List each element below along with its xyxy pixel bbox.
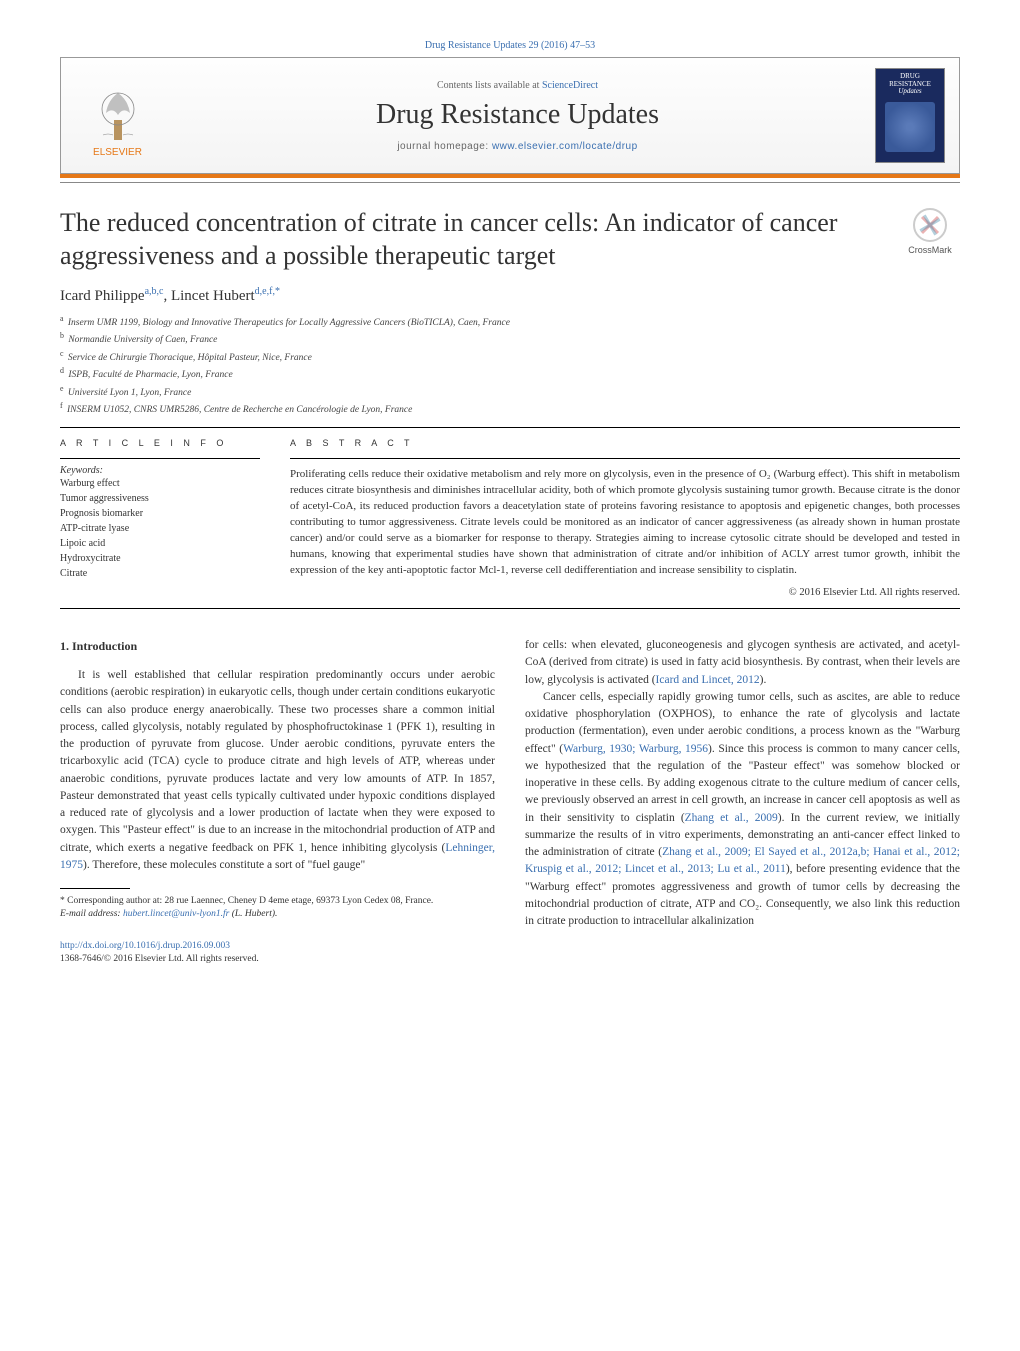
orange-divider bbox=[60, 174, 960, 178]
intro-paragraph-1-cont: for cells: when elevated, gluconeogenesi… bbox=[525, 637, 960, 689]
elsevier-logo: ELSEVIER bbox=[75, 73, 160, 158]
crossmark-icon bbox=[912, 207, 948, 243]
thin-divider bbox=[60, 182, 960, 183]
keyword: ATP-citrate lyase bbox=[60, 521, 260, 536]
affiliation: f INSERM U1052, CNRS UMR5286, Centre de … bbox=[60, 400, 960, 417]
keywords-label: Keywords: bbox=[60, 465, 260, 476]
corresponding-author-footnote: * Corresponding author at: 28 rue Laenne… bbox=[60, 895, 495, 908]
journal-cover: DRUG RESISTANCE Updates bbox=[875, 68, 945, 163]
journal-title: Drug Resistance Updates bbox=[160, 99, 875, 131]
article-title: The reduced concentration of citrate in … bbox=[60, 207, 900, 272]
tree-icon bbox=[88, 85, 148, 145]
affiliation: c Service de Chirurgie Thoracique, Hôpit… bbox=[60, 348, 960, 365]
sciencedirect-link[interactable]: ScienceDirect bbox=[542, 80, 598, 91]
article-info: a r t i c l e i n f o Keywords: Warburg … bbox=[60, 438, 260, 598]
affiliation: b Normandie University of Caen, France bbox=[60, 330, 960, 347]
copyright: © 2016 Elsevier Ltd. All rights reserved… bbox=[290, 587, 960, 598]
affiliation: e Université Lyon 1, Lyon, France bbox=[60, 383, 960, 400]
contents-available: Contents lists available at ScienceDirec… bbox=[160, 80, 875, 91]
keywords-list: Warburg effectTumor aggressivenessProgno… bbox=[60, 476, 260, 581]
doi-block: http://dx.doi.org/10.1016/j.drup.2016.09… bbox=[60, 940, 495, 967]
keyword: Citrate bbox=[60, 566, 260, 581]
email-link[interactable]: hubert.lincet@univ-lyon1.fr bbox=[123, 909, 229, 919]
affiliations: a Inserm UMR 1199, Biology and Innovativ… bbox=[60, 313, 960, 417]
journal-homepage: journal homepage: www.elsevier.com/locat… bbox=[160, 141, 875, 152]
affiliation: a Inserm UMR 1199, Biology and Innovativ… bbox=[60, 313, 960, 330]
cover-image-icon bbox=[885, 102, 935, 152]
keyword: Prognosis biomarker bbox=[60, 506, 260, 521]
ref-zhang-2009[interactable]: Zhang et al., 2009 bbox=[685, 812, 778, 824]
abstract-heading: a b s t r a c t bbox=[290, 438, 960, 448]
right-column: for cells: when elevated, gluconeogenesi… bbox=[525, 637, 960, 966]
authors: Icard Philippea,b,c, Lincet Hubertd,e,f,… bbox=[60, 286, 960, 305]
abstract: a b s t r a c t Proliferating cells redu… bbox=[290, 438, 960, 598]
keyword: Hydroxycitrate bbox=[60, 551, 260, 566]
crossmark-badge[interactable]: CrossMark bbox=[900, 207, 960, 255]
ref-warburg[interactable]: Warburg, 1930; Warburg, 1956 bbox=[563, 743, 708, 755]
issn-copyright: 1368-7646/© 2016 Elsevier Ltd. All right… bbox=[60, 954, 259, 964]
left-column: 1. Introduction It is well established t… bbox=[60, 637, 495, 966]
intro-paragraph-2: Cancer cells, especially rapidly growing… bbox=[525, 689, 960, 931]
keyword: Lipoic acid bbox=[60, 536, 260, 551]
keyword: Warburg effect bbox=[60, 476, 260, 491]
section-heading: 1. Introduction bbox=[60, 637, 495, 655]
keyword: Tumor aggressiveness bbox=[60, 491, 260, 506]
ref-icard-lincet[interactable]: Icard and Lincet, 2012 bbox=[656, 674, 760, 686]
abstract-text: Proliferating cells reduce their oxidati… bbox=[290, 467, 960, 579]
journal-ref: Drug Resistance Updates 29 (2016) 47–53 bbox=[60, 40, 960, 51]
elsevier-label: ELSEVIER bbox=[93, 147, 142, 158]
homepage-link[interactable]: www.elsevier.com/locate/drup bbox=[492, 141, 638, 152]
affiliation: d ISPB, Faculté de Pharmacie, Lyon, Fran… bbox=[60, 365, 960, 382]
intro-paragraph-1: It is well established that cellular res… bbox=[60, 667, 495, 874]
doi-link[interactable]: http://dx.doi.org/10.1016/j.drup.2016.09… bbox=[60, 941, 230, 951]
article-info-heading: a r t i c l e i n f o bbox=[60, 438, 260, 448]
journal-header: ELSEVIER Contents lists available at Sci… bbox=[60, 57, 960, 174]
email-footnote: E-mail address: hubert.lincet@univ-lyon1… bbox=[60, 908, 495, 921]
